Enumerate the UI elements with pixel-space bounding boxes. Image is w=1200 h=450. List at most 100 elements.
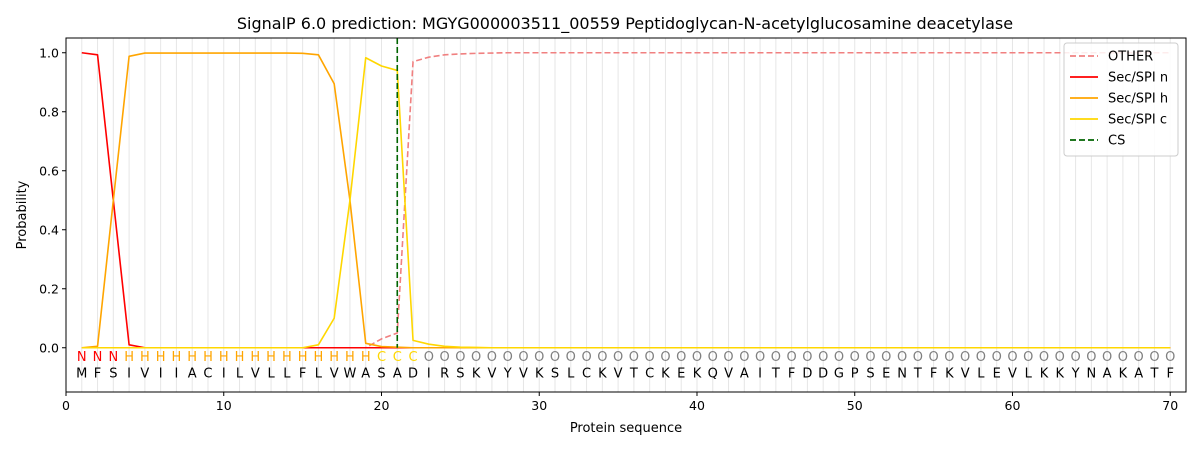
series-line-sec-spi-n bbox=[81, 51, 1171, 349]
region-label: H bbox=[140, 350, 150, 365]
residue-letter: F bbox=[788, 366, 795, 381]
region-label: O bbox=[960, 350, 970, 365]
residue-letter: S bbox=[456, 366, 464, 381]
region-label: H bbox=[235, 350, 245, 365]
residue-letter: S bbox=[109, 366, 117, 381]
residue-letter: I bbox=[427, 366, 431, 381]
region-label: H bbox=[219, 350, 229, 365]
residue-letter: A bbox=[393, 366, 402, 381]
region-label: O bbox=[708, 350, 718, 365]
residue-letter: T bbox=[771, 366, 780, 381]
residue-letter: S bbox=[377, 366, 385, 381]
residue-letter: K bbox=[598, 366, 607, 381]
region-label: O bbox=[581, 350, 591, 365]
residue-letter: V bbox=[724, 366, 733, 381]
region-label: O bbox=[897, 350, 907, 365]
region-label: O bbox=[755, 350, 765, 365]
region-label: H bbox=[314, 350, 324, 365]
region-label: O bbox=[928, 350, 938, 365]
residue-letter: P bbox=[851, 366, 859, 381]
residue-letter: A bbox=[188, 366, 197, 381]
legend-box bbox=[1063, 42, 1179, 157]
series-line-sec-spi-c bbox=[81, 56, 1171, 349]
region-label: O bbox=[455, 350, 465, 365]
series-layer bbox=[81, 51, 1171, 349]
grid-lines bbox=[81, 38, 1171, 392]
residue-letter: I bbox=[222, 366, 226, 381]
region-label: O bbox=[1134, 350, 1144, 365]
residue-letter: K bbox=[1040, 366, 1049, 381]
region-label: O bbox=[1118, 350, 1128, 365]
residue-letter: K bbox=[535, 366, 544, 381]
residue-letter: V bbox=[140, 366, 149, 381]
residue-letter: E bbox=[993, 366, 1001, 381]
chart-title: SignalP 6.0 prediction: MGYG000003511_00… bbox=[237, 14, 1013, 34]
residue-letter: D bbox=[408, 366, 418, 381]
residue-letter: Y bbox=[503, 366, 512, 381]
legend: OTHER Sec/SPI n Sec/SPI h Sec/SPI c CS bbox=[1063, 42, 1179, 157]
plot-frame bbox=[65, 37, 1187, 393]
residue-letter: S bbox=[866, 366, 874, 381]
region-label: O bbox=[1165, 350, 1175, 365]
residue-letter: V bbox=[519, 366, 528, 381]
region-label: H bbox=[361, 350, 371, 365]
residue-letter: G bbox=[834, 366, 844, 381]
region-label: H bbox=[250, 350, 260, 365]
region-label: O bbox=[629, 350, 639, 365]
region-label: O bbox=[1102, 350, 1112, 365]
region-label: O bbox=[660, 350, 670, 365]
region-label: O bbox=[865, 350, 875, 365]
x-tick-label: 20 bbox=[374, 398, 390, 413]
region-label: C bbox=[377, 350, 386, 365]
residue-letter: T bbox=[913, 366, 922, 381]
residue-letter: D bbox=[802, 366, 812, 381]
residue-letter: A bbox=[740, 366, 749, 381]
residue-letter: I bbox=[159, 366, 163, 381]
region-label: O bbox=[1007, 350, 1017, 365]
residue-letter: M bbox=[76, 366, 87, 381]
residue-letter: L bbox=[283, 366, 291, 381]
residue-letter: A bbox=[361, 366, 370, 381]
residue-letter: A bbox=[1103, 366, 1112, 381]
residue-letter: E bbox=[677, 366, 685, 381]
x-tick-label: 70 bbox=[1162, 398, 1178, 413]
residue-letter: N bbox=[1086, 366, 1096, 381]
residue-letter: C bbox=[645, 366, 654, 381]
region-label: H bbox=[172, 350, 182, 365]
region-label: O bbox=[913, 350, 923, 365]
region-label: H bbox=[298, 350, 308, 365]
region-label: O bbox=[787, 350, 797, 365]
residue-letter: E bbox=[882, 366, 890, 381]
region-label: O bbox=[1070, 350, 1080, 365]
region-label: H bbox=[187, 350, 197, 365]
y-tick-label: 1.0 bbox=[39, 45, 59, 60]
region-label: H bbox=[124, 350, 134, 365]
x-tick-label: 10 bbox=[216, 398, 232, 413]
region-label: O bbox=[613, 350, 623, 365]
residue-letter: F bbox=[930, 366, 937, 381]
region-label: O bbox=[1149, 350, 1159, 365]
region-label: C bbox=[393, 350, 402, 365]
region-label: H bbox=[329, 350, 339, 365]
residue-letter: L bbox=[977, 366, 985, 381]
x-tick-label: 50 bbox=[847, 398, 863, 413]
residue-letter: K bbox=[1056, 366, 1065, 381]
y-tick-label: 0.6 bbox=[39, 163, 59, 178]
residue-letter: I bbox=[127, 366, 131, 381]
legend-entry: CS bbox=[1108, 134, 1125, 149]
legend-entry: Sec/SPI n bbox=[1108, 71, 1168, 86]
residue-letter: S bbox=[551, 366, 559, 381]
region-label: O bbox=[550, 350, 560, 365]
series-line-sec-spi-h bbox=[81, 52, 1171, 349]
residue-letter: F bbox=[1166, 366, 1173, 381]
y-tick-label: 0.4 bbox=[39, 222, 59, 237]
region-label: O bbox=[534, 350, 544, 365]
residue-letter: I bbox=[758, 366, 762, 381]
x-tick-label: 0 bbox=[62, 398, 70, 413]
residue-letter: L bbox=[1025, 366, 1033, 381]
residue-letter: K bbox=[1119, 366, 1128, 381]
region-label: H bbox=[203, 350, 213, 365]
residue-letter: F bbox=[299, 366, 306, 381]
region-label: O bbox=[992, 350, 1002, 365]
residue-letter: L bbox=[236, 366, 244, 381]
